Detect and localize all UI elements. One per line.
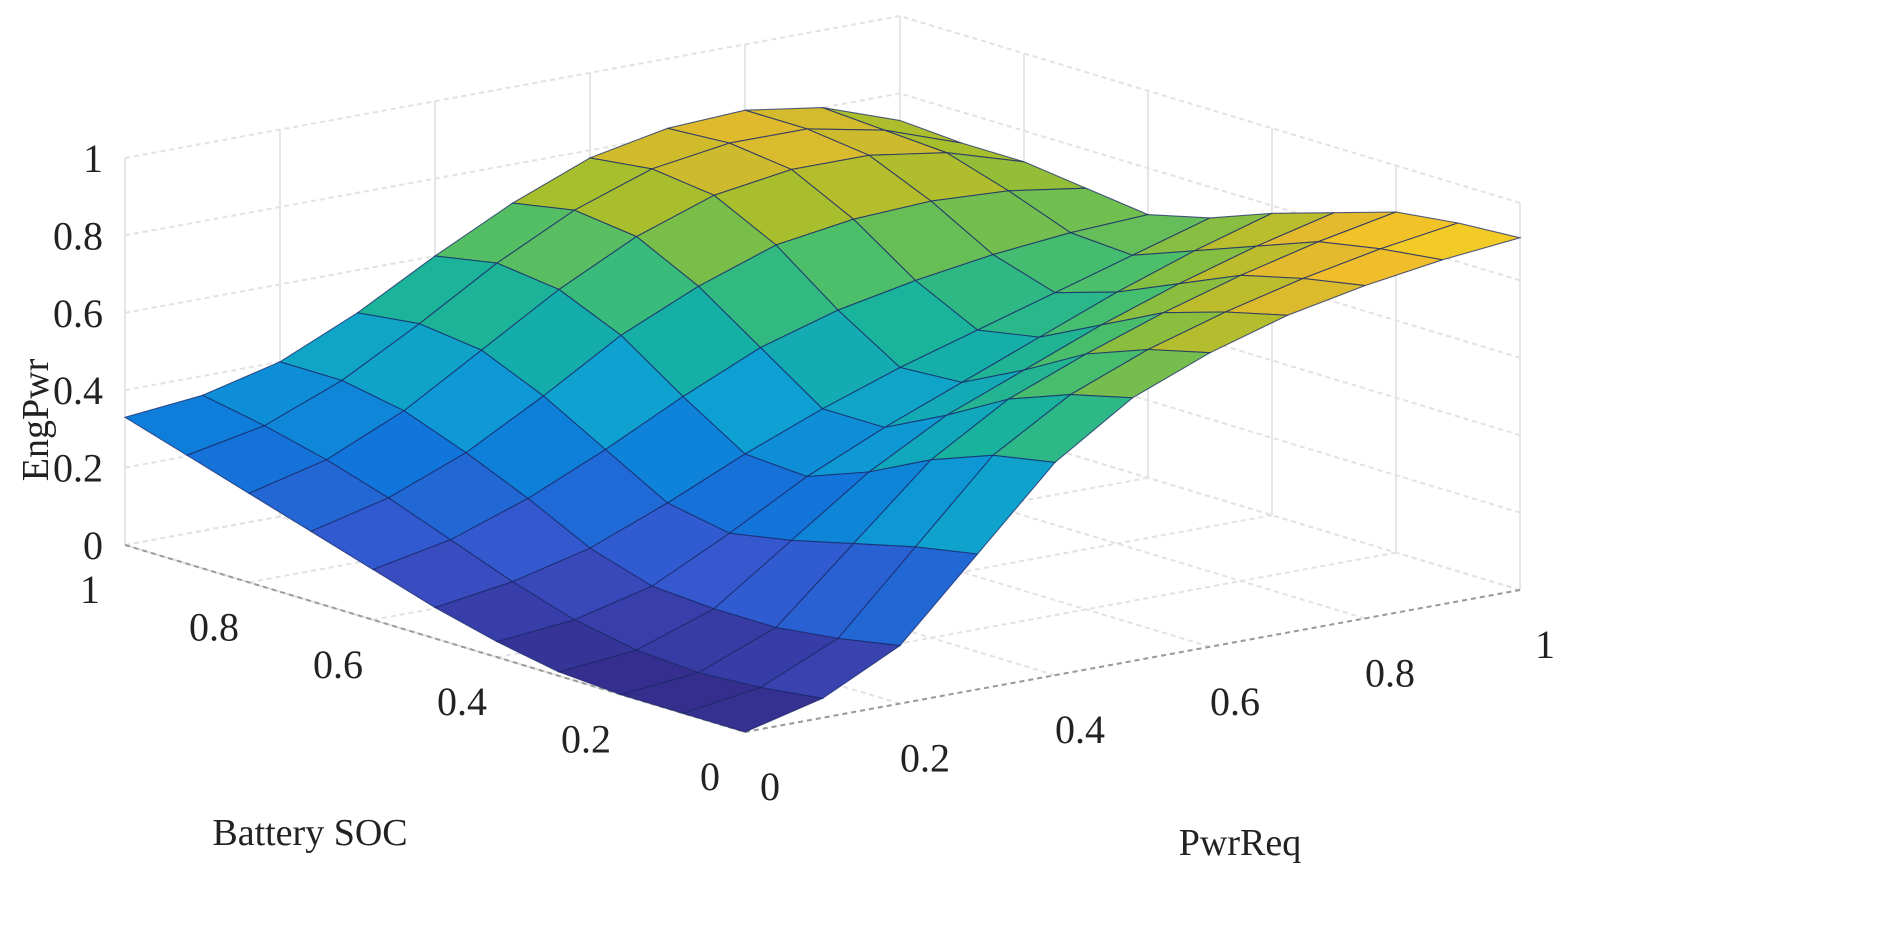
y-tick-label: 0.8 (1365, 650, 1415, 695)
x-tick-label: 0.4 (437, 679, 487, 724)
z-tick-label: 0.4 (53, 368, 103, 413)
z-tick-label: 0.2 (53, 446, 103, 491)
y-tick-label: 0.2 (900, 736, 950, 781)
x-tick-label: 0.6 (313, 642, 363, 687)
z-tick-label: 0.6 (53, 291, 103, 336)
y-tick-label: 0 (760, 764, 780, 809)
z-tick-label: 0.8 (53, 213, 103, 258)
tick-labels: 00.20.40.60.8100.20.40.60.8100.20.40.60.… (53, 136, 1555, 809)
z-axis-label: EngPwr (15, 358, 57, 481)
y-axis-label: PwrReq (1179, 822, 1301, 864)
z-tick-label: 1 (83, 136, 103, 181)
surface-mesh (123, 107, 1523, 733)
z-tick-label: 0 (83, 523, 103, 568)
y-tick-label: 0.6 (1210, 679, 1260, 724)
surface-face (681, 686, 825, 733)
x-tick-label: 0.2 (561, 717, 611, 762)
x-tick-label: 0 (700, 754, 720, 799)
x-axis-label: Battery SOC (212, 812, 407, 854)
y-tick-label: 1 (1535, 622, 1555, 667)
x-tick-label: 0.8 (189, 604, 239, 649)
y-tick-label: 0.4 (1055, 707, 1105, 752)
x-tick-label: 1 (80, 567, 100, 612)
